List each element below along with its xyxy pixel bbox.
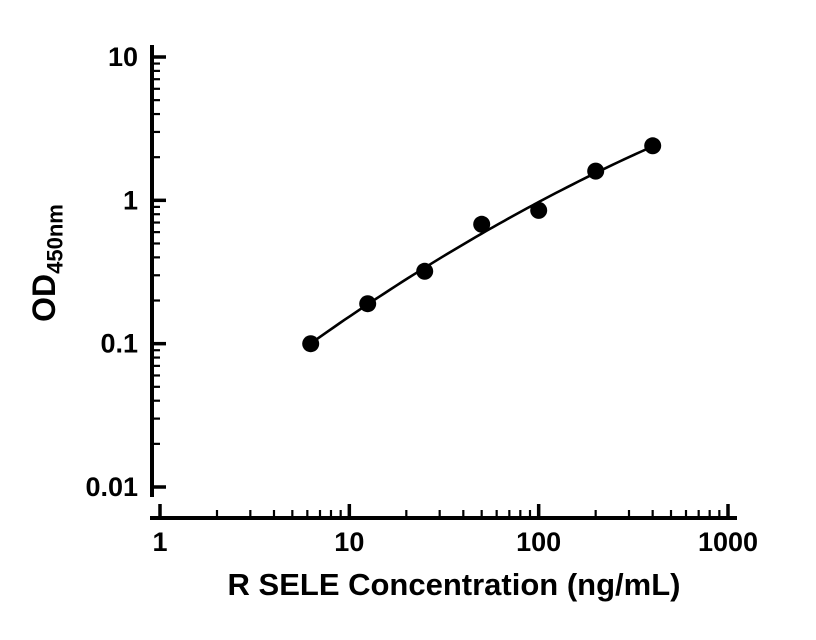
x-tick-label: 1 <box>152 527 167 557</box>
y-tick-label: 10 <box>108 42 138 72</box>
data-point <box>644 137 662 155</box>
y-tick-label: 0.1 <box>100 329 138 359</box>
y-axis-label-subscript: 450nm <box>42 204 68 274</box>
axes <box>150 45 737 520</box>
y-tick-label: 0.01 <box>85 472 138 502</box>
y-axis-label-main: OD <box>26 273 62 322</box>
axis-ticks <box>152 55 730 518</box>
tick-labels: 0.01 0.1 1 10 1 10 100 1000 <box>85 42 758 557</box>
data-point <box>587 162 605 180</box>
x-tick-label: 10 <box>334 527 364 557</box>
data-point <box>473 215 491 233</box>
data-point <box>302 335 320 353</box>
data-points <box>302 137 662 353</box>
y-axis-label: OD450nm <box>26 204 68 322</box>
x-tick-label: 1000 <box>698 527 758 557</box>
data-point <box>416 262 434 280</box>
y-tick-label: 1 <box>123 185 138 215</box>
data-point <box>530 201 548 219</box>
x-tick-label: 100 <box>516 527 561 557</box>
data-point <box>359 295 377 313</box>
x-axis-label: R SELE Concentration (ng/mL) <box>227 567 681 602</box>
